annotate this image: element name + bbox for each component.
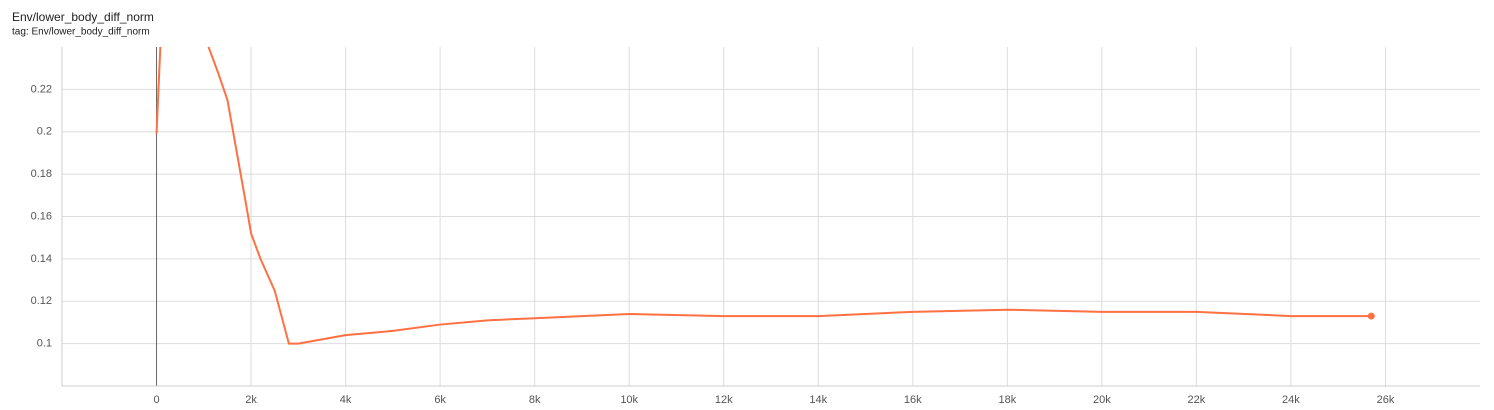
x-tick-label: 8k [529,394,541,406]
x-tick-label: 2k [245,394,257,406]
x-tick-label: 18k [998,394,1016,406]
y-tick-label: 0.1 [37,338,52,350]
x-tick-label: 6k [434,394,446,406]
x-tick-label: 16k [904,394,922,406]
x-tick-label: 12k [715,394,733,406]
x-tick-label: 14k [809,394,827,406]
x-tick-label: 26k [1377,394,1395,406]
y-tick-label: 0.18 [31,168,52,180]
y-tick-label: 0.2 [37,126,52,138]
chart-title: Env/lower_body_diff_norm [12,10,154,24]
x-tick-label: 24k [1282,394,1300,406]
x-tick-label: 4k [340,394,352,406]
y-tick-label: 0.14 [31,253,52,265]
y-tick-label: 0.22 [31,83,52,95]
y-tick-label: 0.16 [31,210,52,222]
chart-subtitle: tag: Env/lower_body_diff_norm [12,27,150,38]
x-tick-label: 20k [1093,394,1111,406]
last-point [1367,312,1375,320]
y-tick-label: 0.12 [31,295,52,307]
x-tick-label: 22k [1188,394,1206,406]
x-tick-label: 0 [153,394,159,406]
line-series [155,47,1372,345]
x-tick-label: 10k [620,394,638,406]
